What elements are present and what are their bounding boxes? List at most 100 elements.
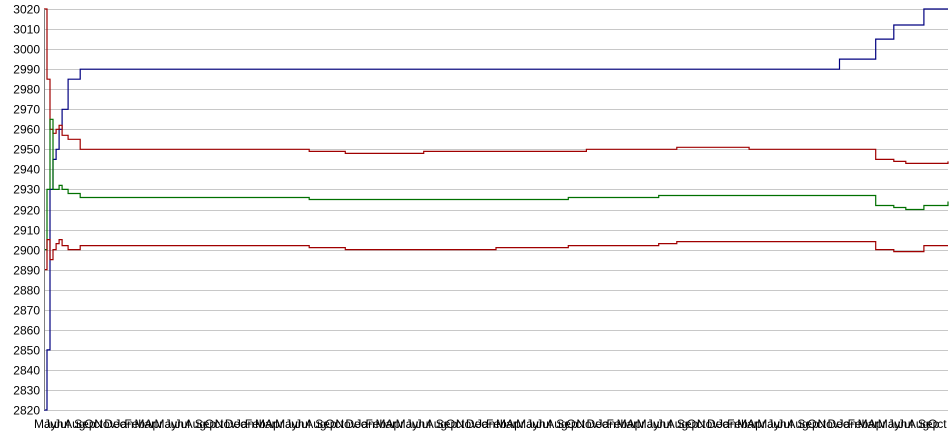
y-tick-label: 3010 xyxy=(13,23,40,37)
x-tick-label: Sep xyxy=(556,417,578,431)
x-tick-label: May xyxy=(34,417,57,431)
x-tick-label: May xyxy=(396,417,419,431)
x-tick-label: Jul xyxy=(175,417,190,431)
x-tick-label: Oct xyxy=(566,417,585,431)
x-tick-label: Sep xyxy=(315,417,337,431)
x-tick-label: Jan xyxy=(476,417,495,431)
y-tick-label: 2940 xyxy=(13,163,40,177)
x-tick-label: Mar xyxy=(255,417,276,431)
x-tick-label: Dec xyxy=(104,417,125,431)
x-tick-label: Nov xyxy=(215,417,236,431)
x-tick-label: Jul xyxy=(657,417,672,431)
x-tick-label: Nov xyxy=(335,417,356,431)
x-tick-label: Sep xyxy=(74,417,96,431)
x-tick-label: Feb xyxy=(727,417,748,431)
x-tick-label: Mar xyxy=(737,417,758,431)
y-tick-label: 2860 xyxy=(13,324,40,338)
y-tick-label: 2850 xyxy=(13,344,40,358)
x-tick-label: Jul xyxy=(54,417,69,431)
x-tick-label: Jul xyxy=(295,417,310,431)
x-tick-label: Oct xyxy=(84,417,103,431)
x-tick-label: Apr xyxy=(265,417,284,431)
x-tick-label: Apr xyxy=(627,417,646,431)
y-tick-label: 2930 xyxy=(13,183,40,197)
x-tick-label: Jul xyxy=(898,417,913,431)
y-tick-label: 3020 xyxy=(13,3,40,17)
series-layer xyxy=(44,8,949,411)
x-tick-label: Feb xyxy=(848,417,869,431)
x-tick-label: Jan xyxy=(717,417,736,431)
y-tick-label: 2830 xyxy=(13,384,40,398)
series-line-2 xyxy=(44,8,949,164)
x-tick-label: Apr xyxy=(386,417,405,431)
y-tick-label: 2840 xyxy=(13,364,40,378)
y-tick-label: 2920 xyxy=(13,204,40,218)
x-tick-label: Nov xyxy=(94,417,115,431)
x-tick-label: Dec xyxy=(586,417,607,431)
x-tick-label: Apr xyxy=(868,417,887,431)
y-tick-label: 2910 xyxy=(13,224,40,238)
x-tick-label: Aug xyxy=(787,417,808,431)
x-tick-label: Jul xyxy=(777,417,792,431)
x-tick-label: Oct xyxy=(325,417,344,431)
x-tick-label: Jan xyxy=(235,417,254,431)
x-tick-label: Jan xyxy=(596,417,615,431)
series-line-4 xyxy=(44,239,948,271)
x-tick-label: Apr xyxy=(506,417,525,431)
x-tick-label: Jun xyxy=(165,417,184,431)
x-tick-label: Oct xyxy=(446,417,465,431)
x-tick-label: Jan xyxy=(355,417,374,431)
x-tick-label: Jan xyxy=(114,417,133,431)
series-line-3 xyxy=(44,118,949,251)
x-tick-label: Dec xyxy=(345,417,366,431)
x-tick-label: Jun xyxy=(526,417,545,431)
x-tick-label: Mar xyxy=(376,417,397,431)
y-tick-label: 2890 xyxy=(13,264,40,278)
x-tick-label: Mar xyxy=(858,417,879,431)
x-tick-label: Sep xyxy=(797,417,819,431)
x-tick-label: Sep xyxy=(918,417,940,431)
x-tick-label: Feb xyxy=(124,417,145,431)
x-tick-label: Aug xyxy=(908,417,929,431)
y-tick-label: 2870 xyxy=(13,304,40,318)
x-tick-label: Sep xyxy=(436,417,458,431)
x-tick-label: Nov xyxy=(576,417,597,431)
x-tick-label: Sep xyxy=(677,417,699,431)
y-tick-label: 2970 xyxy=(13,103,40,117)
x-tick-label: Feb xyxy=(607,417,628,431)
y-tick-label: 3000 xyxy=(13,43,40,57)
x-tick-label: Mar xyxy=(134,417,155,431)
x-tick-label: May xyxy=(275,417,298,431)
x-tick-label: May xyxy=(155,417,178,431)
x-tick-label: Aug xyxy=(667,417,688,431)
x-tick-label: Aug xyxy=(185,417,206,431)
x-tick-label: Dec xyxy=(707,417,728,431)
x-tick-label: Aug xyxy=(546,417,567,431)
x-tick-label: Aug xyxy=(426,417,447,431)
x-tick-label: Oct xyxy=(205,417,224,431)
series-line-1 xyxy=(44,8,948,411)
x-tick-label: Dec xyxy=(225,417,246,431)
x-tick-label: Jun xyxy=(406,417,425,431)
x-tick-label: Feb xyxy=(365,417,386,431)
x-tick-label: Dec xyxy=(828,417,849,431)
y-tick-label: 2980 xyxy=(13,83,40,97)
x-tick-label: Nov xyxy=(697,417,718,431)
x-tick-label: Feb xyxy=(245,417,266,431)
x-tick-label: Jun xyxy=(44,417,63,431)
y-tick-label: 2820 xyxy=(13,404,40,418)
x-tick-label: Mar xyxy=(617,417,638,431)
y-tick-label: 2880 xyxy=(13,284,40,298)
x-tick-label: Feb xyxy=(486,417,507,431)
y-tick-label: 2950 xyxy=(13,143,40,157)
x-tick-label: Oct xyxy=(687,417,706,431)
x-tick-label: Jan xyxy=(838,417,857,431)
y-tick-label: 2960 xyxy=(13,123,40,137)
x-tick-label: Nov xyxy=(817,417,838,431)
x-tick-label: Jun xyxy=(285,417,304,431)
x-tick-label: Jul xyxy=(536,417,551,431)
x-tick-label: Jul xyxy=(416,417,431,431)
x-tick-label: May xyxy=(637,417,660,431)
